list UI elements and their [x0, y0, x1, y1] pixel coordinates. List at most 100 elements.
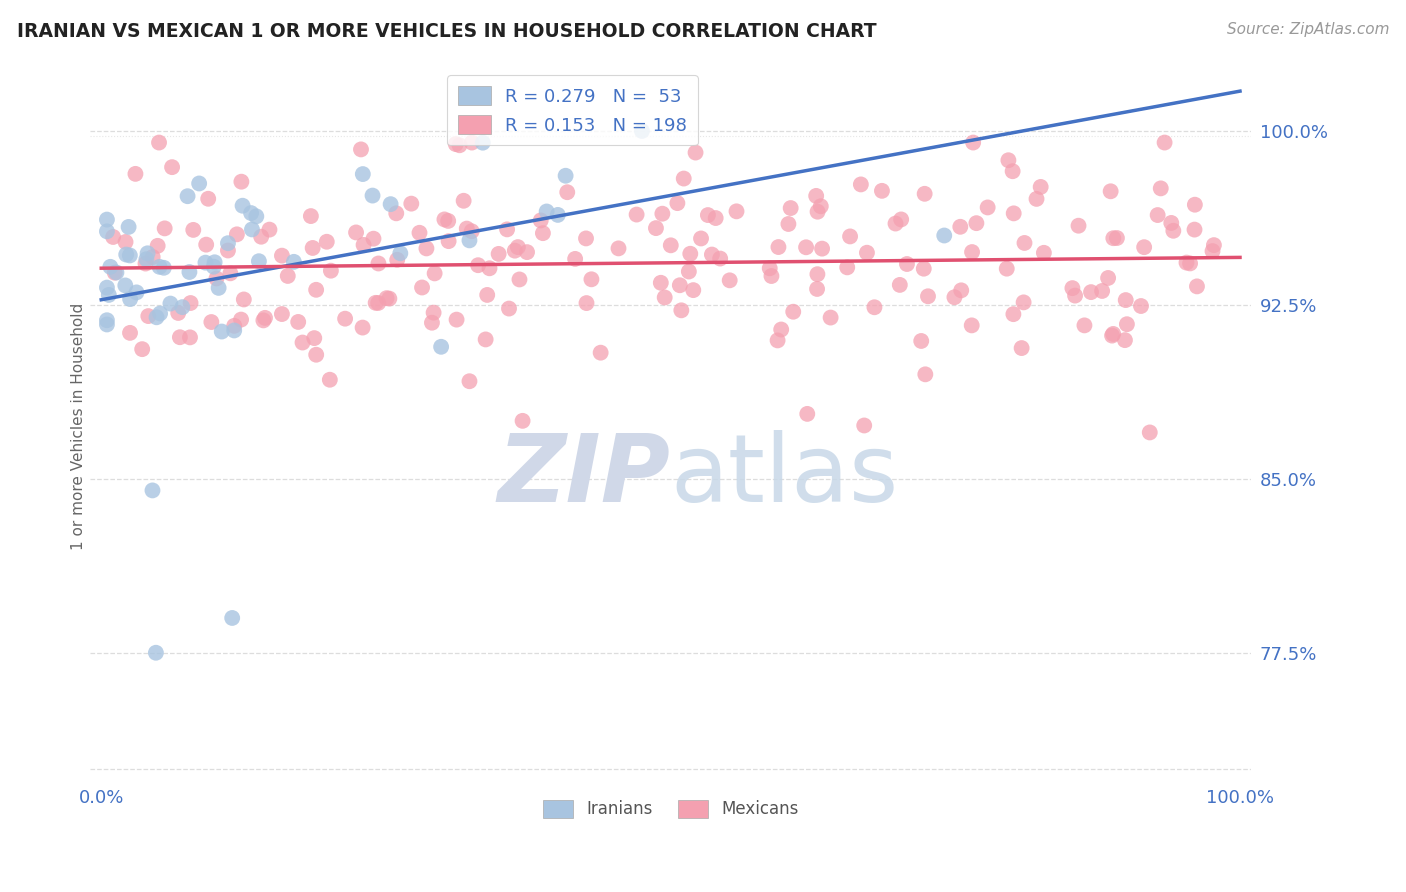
Point: [315, 235, 337, 249]
Point: [460, 224, 482, 238]
Point: [401, 196, 423, 211]
Point: [197, 192, 219, 206]
Point: [1002, 307, 1025, 321]
Point: [1001, 164, 1024, 178]
Point: [375, 291, 398, 305]
Point: [353, 238, 375, 252]
Y-axis label: 1 or more Vehicles in Household: 1 or more Vehicles in Household: [72, 303, 86, 550]
Text: Source: ZipAtlas.com: Source: ZipAtlas.com: [1226, 22, 1389, 37]
Point: [146, 239, 169, 253]
Point: [145, 646, 167, 660]
Point: [304, 331, 326, 345]
Point: [422, 305, 444, 319]
Point: [1102, 231, 1125, 245]
Point: [820, 310, 842, 325]
Point: [217, 244, 239, 258]
Point: [120, 292, 142, 306]
Point: [283, 255, 305, 269]
Point: [607, 241, 630, 255]
Point: [1097, 271, 1119, 285]
Point: [896, 257, 918, 271]
Point: [363, 232, 385, 246]
Point: [301, 241, 323, 255]
Point: [287, 315, 309, 329]
Point: [141, 483, 163, 498]
Point: [536, 204, 558, 219]
Point: [914, 186, 936, 201]
Point: [149, 306, 172, 320]
Point: [202, 260, 225, 274]
Point: [1080, 285, 1102, 300]
Point: [934, 228, 956, 243]
Point: [118, 326, 141, 340]
Point: [98, 260, 121, 274]
Point: [696, 208, 718, 222]
Point: [124, 167, 146, 181]
Point: [453, 194, 475, 208]
Point: [962, 136, 984, 150]
Point: [506, 240, 529, 254]
Point: [160, 160, 183, 174]
Point: [1202, 238, 1225, 252]
Point: [794, 240, 817, 254]
Point: [148, 136, 170, 150]
Point: [180, 296, 202, 310]
Point: [837, 260, 859, 275]
Point: [1073, 318, 1095, 333]
Point: [136, 246, 159, 260]
Point: [672, 171, 695, 186]
Point: [804, 189, 827, 203]
Point: [352, 167, 374, 181]
Point: [1178, 256, 1201, 270]
Point: [1101, 328, 1123, 343]
Point: [117, 219, 139, 234]
Point: [1133, 240, 1156, 254]
Point: [1115, 293, 1137, 307]
Point: [796, 407, 818, 421]
Point: [960, 318, 983, 333]
Point: [503, 244, 526, 258]
Point: [387, 252, 409, 267]
Point: [678, 264, 700, 278]
Point: [810, 199, 832, 213]
Point: [1175, 255, 1198, 269]
Point: [1139, 425, 1161, 440]
Point: [870, 184, 893, 198]
Point: [305, 348, 328, 362]
Point: [153, 221, 176, 235]
Point: [153, 260, 176, 275]
Point: [1011, 341, 1033, 355]
Point: [1160, 216, 1182, 230]
Point: [350, 142, 373, 156]
Point: [768, 240, 790, 254]
Point: [240, 206, 263, 220]
Point: [252, 313, 274, 327]
Point: [498, 301, 520, 316]
Point: [654, 290, 676, 304]
Point: [949, 219, 972, 234]
Point: [782, 304, 804, 318]
Point: [1105, 231, 1128, 245]
Point: [378, 292, 401, 306]
Point: [367, 296, 389, 310]
Point: [253, 310, 276, 325]
Point: [224, 318, 246, 333]
Point: [758, 261, 780, 276]
Point: [1184, 222, 1206, 236]
Point: [669, 278, 692, 293]
Point: [1099, 184, 1122, 198]
Point: [205, 271, 228, 285]
Point: [1184, 197, 1206, 211]
Point: [179, 265, 201, 279]
Point: [1064, 288, 1087, 302]
Point: [169, 330, 191, 344]
Point: [474, 333, 496, 347]
Point: [589, 345, 612, 359]
Point: [437, 214, 460, 228]
Point: [449, 138, 471, 153]
Point: [778, 217, 800, 231]
Point: [1163, 224, 1185, 238]
Point: [1150, 181, 1173, 195]
Point: [259, 222, 281, 236]
Point: [104, 266, 127, 280]
